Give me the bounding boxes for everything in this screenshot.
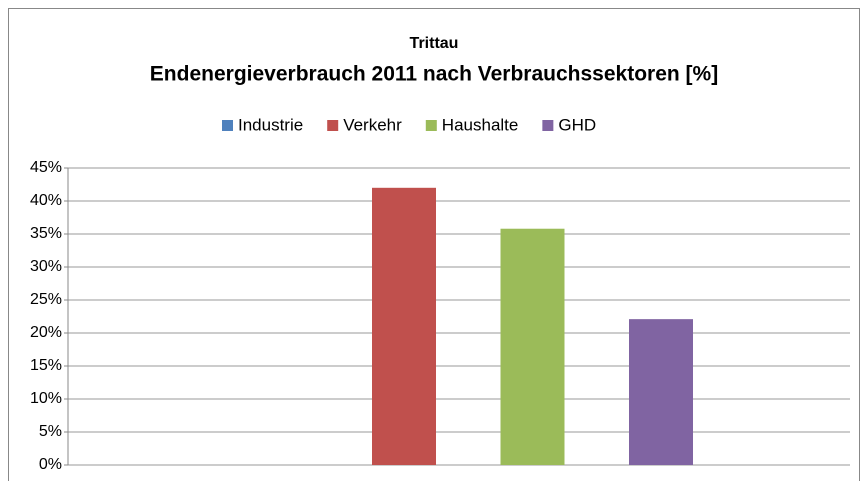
y-tick-label: 5% bbox=[39, 423, 62, 440]
y-tick-label: 40% bbox=[30, 192, 62, 209]
y-tick-label: 35% bbox=[30, 225, 62, 242]
bar bbox=[500, 228, 565, 465]
chart-title: Trittau bbox=[410, 35, 459, 52]
y-tick-label: 10% bbox=[30, 390, 62, 407]
legend-label: Industrie bbox=[238, 115, 303, 134]
y-tick-label: 45% bbox=[30, 159, 62, 176]
y-tick-label: 20% bbox=[30, 324, 62, 341]
bar bbox=[629, 319, 693, 465]
legend-label: Verkehr bbox=[343, 115, 402, 134]
y-tick-label: 15% bbox=[30, 357, 62, 374]
legend-swatch bbox=[425, 120, 437, 131]
legend-swatch bbox=[222, 120, 233, 131]
y-tick-label: 25% bbox=[30, 291, 62, 308]
legend-swatch bbox=[542, 120, 554, 131]
legend-label: Haushalte bbox=[442, 115, 519, 134]
bar bbox=[372, 187, 436, 466]
y-tick-label: 0% bbox=[39, 456, 62, 473]
chart-subtitle: Endenergieverbrauch 2011 nach Verbrauchs… bbox=[150, 63, 718, 86]
y-tick-label: 30% bbox=[30, 258, 62, 275]
legend-label: GHD bbox=[558, 115, 596, 134]
legend-swatch bbox=[327, 120, 339, 131]
